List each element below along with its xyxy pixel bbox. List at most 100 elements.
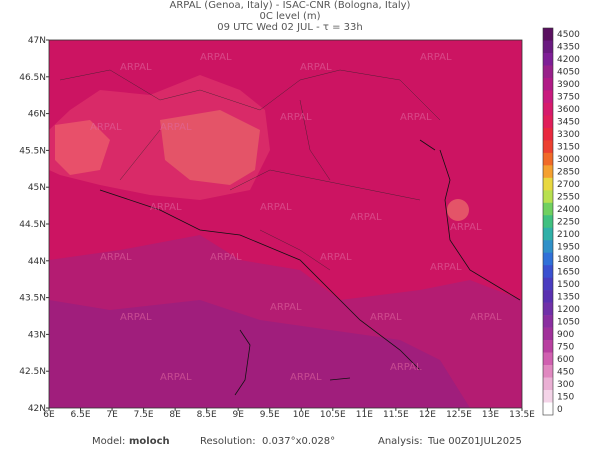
header-line: ARPAL (Genoa, Italy) - ISAC-CNR (Bologna… (170, 0, 411, 11)
x-axis-label: 13E (482, 410, 499, 420)
colorbar-label: 2550 (557, 193, 580, 203)
footer-label: Analysis: (378, 436, 423, 447)
color-swatch (543, 315, 553, 328)
color-swatch (543, 352, 553, 366)
watermark: ARPAL (260, 202, 292, 213)
y-axis-label: 44N (28, 257, 46, 267)
colorbar-label: 2850 (557, 168, 580, 178)
x-axis-label: 10.5E (320, 410, 346, 420)
watermark: ARPAL (300, 62, 332, 73)
x-axis-label: 11.5E (383, 410, 409, 420)
border (59, 69, 441, 271)
x-axis-label: 9E (232, 410, 244, 420)
y-axis-label: 42.5N (19, 367, 46, 377)
watermark: ARPAL (160, 372, 192, 383)
watermark: ARPAL (400, 112, 432, 123)
map (48, 39, 523, 409)
watermark: ARPAL (210, 252, 242, 263)
field-area (49, 300, 470, 408)
x-axis-label: 6.5E (71, 410, 91, 420)
colorbar-label: 1350 (557, 292, 580, 302)
x-axis-label: 7.5E (134, 410, 154, 420)
y-axis-label: 44.5N (19, 220, 46, 230)
color-swatch (543, 402, 553, 416)
colorbar-label: 1950 (557, 242, 580, 252)
x-axis-label: 10E (293, 410, 310, 420)
y-axis-label: 45.5N (19, 146, 46, 156)
color-swatch (543, 202, 553, 216)
colorbar-label: 2250 (557, 218, 580, 228)
colorbar-label: 3600 (557, 105, 580, 115)
watermark: ARPAL (100, 252, 132, 263)
footer-value: moloch (129, 436, 170, 447)
colorbar-label: 3150 (557, 143, 580, 153)
colorbar-label: 4350 (557, 43, 580, 53)
x-axis-label: 12.5E (446, 410, 472, 420)
x-axis-label: 7E (106, 410, 118, 420)
footer-value: Tue 00Z01JUL2025 (427, 436, 522, 447)
colorbar-label: 3900 (557, 80, 580, 90)
y-axis-label: 42N (28, 404, 46, 414)
watermark: ARPAL (120, 312, 152, 323)
watermark: ARPAL (450, 222, 482, 233)
color-swatch (543, 302, 553, 316)
field-area (55, 120, 110, 175)
watermark: ARPAL (430, 262, 462, 273)
color-swatch (543, 165, 553, 179)
colorbar-label: 3450 (557, 118, 580, 128)
y-axis-label: 43N (28, 330, 46, 340)
colorbar-label: 300 (557, 380, 574, 390)
color-swatch (543, 240, 553, 254)
header-line: 09 UTC Wed 02 JUL - τ = 33h (217, 22, 362, 33)
x-axis-label: 8E (169, 410, 181, 420)
color-swatch (543, 265, 553, 278)
colorbar: 4500435042004050390037503600345033003150… (542, 27, 580, 416)
color-swatch (543, 327, 553, 341)
watermark: ARPAL (290, 372, 322, 383)
color-swatch (543, 365, 553, 378)
color-swatch (543, 140, 553, 154)
y-axis-label: 46N (28, 110, 46, 120)
color-swatch (543, 215, 553, 229)
color-swatch (543, 77, 553, 91)
watermark: ARPAL (420, 52, 452, 63)
color-swatch (543, 190, 553, 204)
watermark: ARPAL (200, 52, 232, 63)
footer-label: Model: (92, 436, 125, 447)
colorbar-label: 4200 (557, 55, 580, 65)
x-axis-label: 13.5E (509, 410, 535, 420)
watermark: ARPAL (90, 122, 122, 133)
y-axis-label: 47N (28, 36, 46, 46)
watermark: ARPAL (160, 122, 192, 133)
colorbar-label: 750 (557, 342, 574, 352)
watermark: ARPAL (390, 362, 422, 373)
colorbar-label: 1050 (557, 317, 580, 327)
colorbar-label: 450 (557, 367, 574, 377)
watermark: ARPAL (150, 202, 182, 213)
colorbar-label: 0 (557, 405, 563, 415)
color-swatch (543, 277, 553, 291)
color-swatch (543, 377, 553, 391)
color-swatch (543, 340, 553, 353)
colorbar-label: 4500 (557, 30, 580, 40)
watermark: ARPAL (470, 312, 502, 323)
watermark: ARPAL (320, 252, 352, 263)
y-axis-label: 43.5N (19, 294, 46, 304)
colorbar-label: 2400 (557, 205, 580, 215)
y-axis-label: 45N (28, 183, 46, 193)
color-swatch (543, 290, 553, 303)
colorbar-label: 1650 (557, 267, 580, 277)
header-line: 0C level (m) (259, 11, 320, 22)
field-area (160, 110, 260, 185)
colorbar-label: 2700 (557, 180, 580, 190)
color-swatch (543, 52, 553, 66)
footer-value: 0.037°x0.028° (262, 436, 335, 447)
watermark: ARPAL (370, 312, 402, 323)
colorbar-label: 3300 (557, 130, 580, 140)
colorbar-label: 150 (557, 392, 574, 402)
color-swatch (543, 390, 553, 403)
color-swatch (543, 28, 553, 41)
colorbar-frame (542, 27, 554, 416)
colorbar-label: 1800 (557, 255, 580, 265)
color-swatch (543, 127, 553, 141)
